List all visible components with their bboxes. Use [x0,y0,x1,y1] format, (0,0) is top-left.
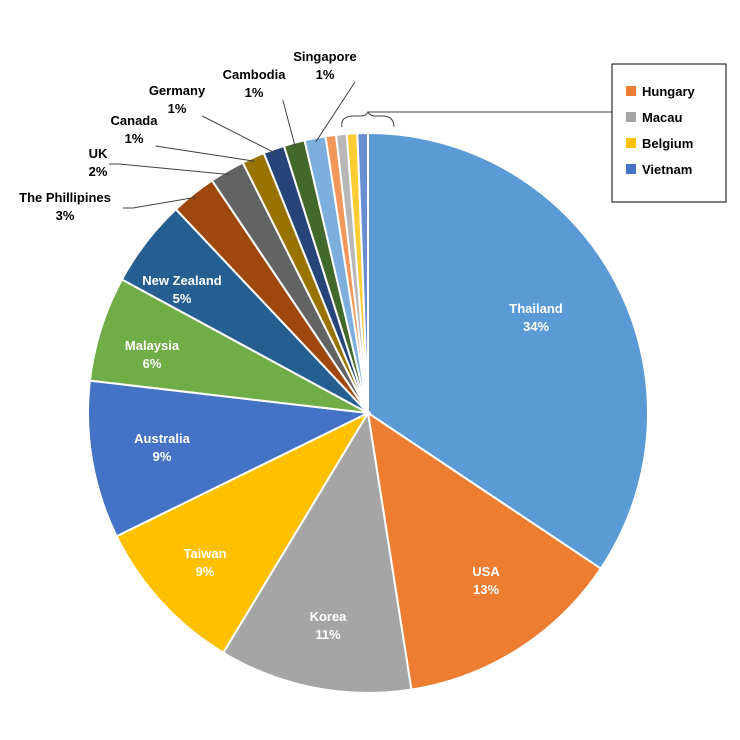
data-label-singapore: Singapore 1% [293,49,357,82]
data-label-percent: 1% [125,131,144,146]
data-label-canada: Canada 1% [111,113,159,146]
slice-australia [87,379,372,538]
data-label-percent: 34% [523,319,549,334]
data-label-australia: Australia 9% [134,431,190,464]
legend-swatch-hungary [626,86,636,96]
data-label-percent: 13% [473,582,499,597]
data-label-name: USA [472,564,500,579]
leader-line-singapore [315,81,356,143]
data-label-thailand: Thailand 34% [509,301,563,334]
leader-line-germany [201,115,276,154]
data-label-percent: 3% [56,208,75,223]
data-label-percent: 5% [173,291,192,306]
legend-label-vietnam: Vietnam [642,162,692,177]
legend-swatch-macau [626,112,636,122]
data-label-name: New Zealand [142,273,222,288]
slice-taiwan [115,410,371,655]
legend: Hungary Macau Belgium Vietnam [611,63,727,203]
data-label-name: Singapore [293,49,357,64]
data-label-taiwan: Taiwan 9% [183,546,226,579]
slice-vietnam [356,131,369,414]
data-label-percent: 1% [245,85,264,100]
data-label-name: Cambodia [223,67,287,82]
legend-label-macau: Macau [642,110,683,125]
data-label-percent: 1% [168,101,187,116]
legend-label-belgium: Belgium [642,136,693,151]
leader-line-uk [109,163,230,175]
leader-lines [109,81,612,209]
data-label-percent: 9% [153,449,172,464]
data-label-percent: 2% [89,164,108,179]
data-label-name: Australia [134,431,190,446]
group-brace [341,110,395,128]
slice-korea [221,410,413,694]
pie-slices [87,131,650,694]
data-label-name: The Phillipines [19,190,111,205]
leader-line-the-phillipines [123,196,196,209]
data-labels: Thailand 34%USA 13%Korea 11%Taiwan 9%Austral… [19,49,563,642]
data-label-the-phillipines: The Phillipines 3% [19,190,111,223]
legend-swatch-belgium [626,138,636,148]
data-label-germany: Germany 1% [149,83,206,116]
data-label-uk: UK 2% [89,146,108,179]
data-label-korea: Korea 11% [310,609,348,642]
leader-line-cambodia [282,99,296,147]
data-label-name: Taiwan [183,546,226,561]
data-label-new-zealand: New Zealand 5% [142,273,222,306]
data-label-percent: 6% [143,356,162,371]
data-label-name: UK [89,146,108,161]
data-label-name: Canada [111,113,159,128]
data-label-cambodia: Cambodia 1% [223,67,287,100]
data-label-name: Korea [310,609,348,624]
data-label-malaysia: Malaysia 6% [125,338,180,371]
data-label-percent: 9% [196,564,215,579]
data-label-percent: 1% [316,67,335,82]
legend-label-hungary: Hungary [642,84,696,99]
legend-swatch-vietnam [626,164,636,174]
data-label-percent: 11% [315,627,341,642]
data-label-usa: USA 13% [472,564,500,597]
data-label-name: Thailand [509,301,563,316]
data-label-name: Malaysia [125,338,180,353]
data-label-name: Germany [149,83,206,98]
slice-usa [366,410,603,691]
leader-line-canada [155,145,255,162]
